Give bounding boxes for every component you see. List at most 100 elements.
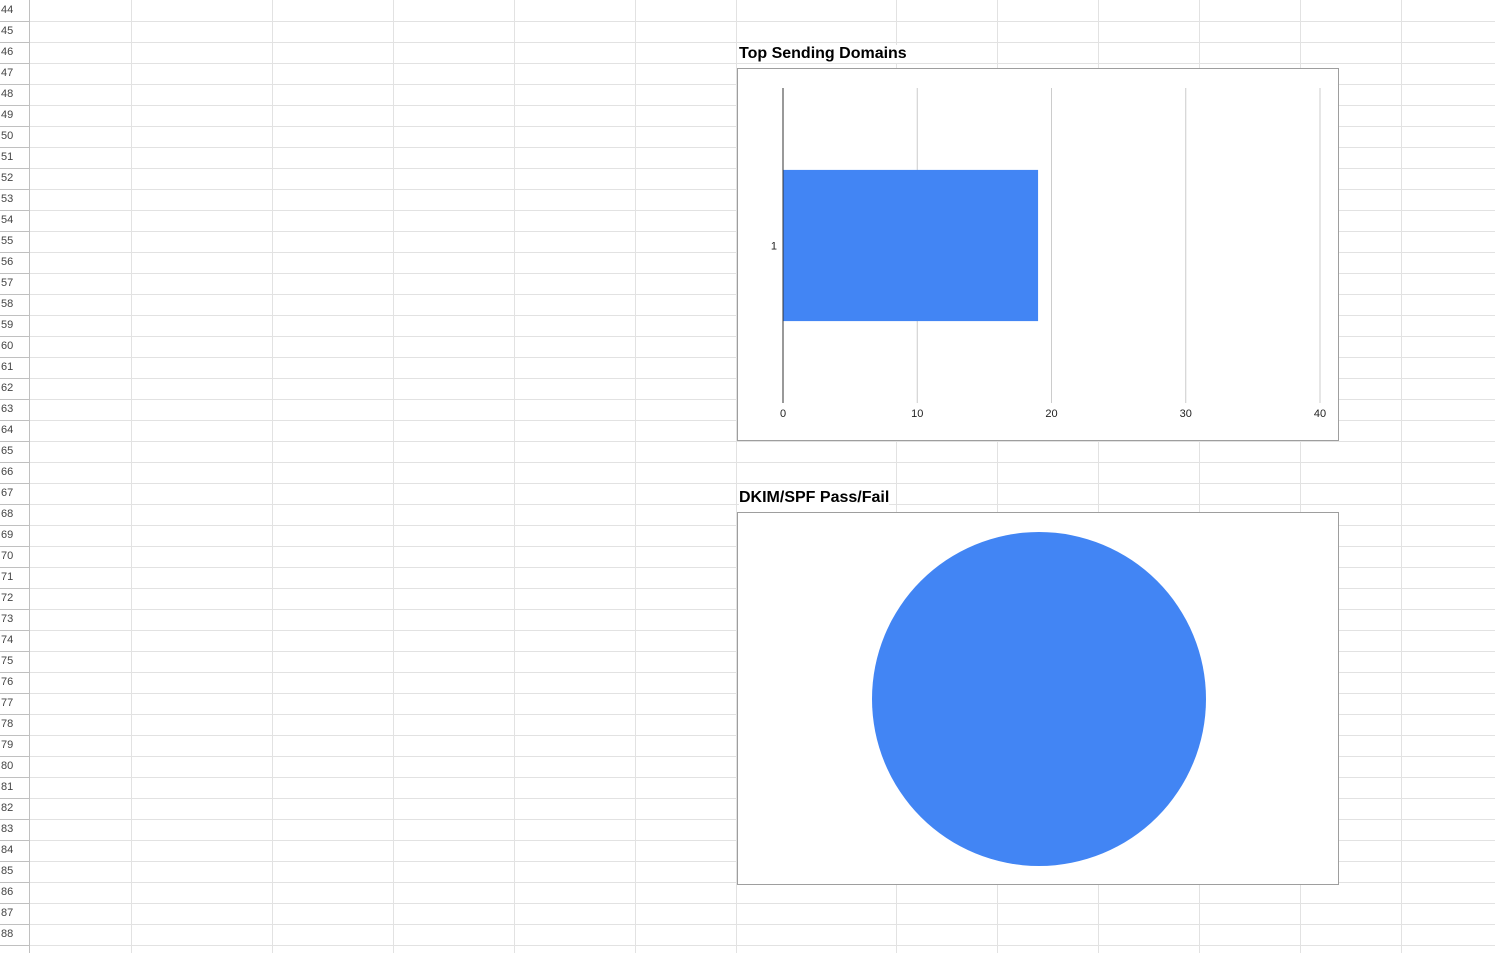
column-gridline (1300, 0, 1301, 953)
row-header-70[interactable]: 70 (1, 550, 14, 562)
row-header-divider (0, 903, 30, 904)
column-gridline (272, 0, 273, 953)
row-header-55[interactable]: 55 (1, 235, 14, 247)
column-gridline (635, 0, 636, 953)
row-header-64[interactable]: 64 (1, 424, 14, 436)
row-header-divider (0, 567, 30, 568)
row-header-divider (0, 441, 30, 442)
row-header-51[interactable]: 51 (1, 151, 14, 163)
row-header-divider (0, 483, 30, 484)
row-gridline (30, 924, 1495, 925)
row-header-84[interactable]: 84 (1, 844, 14, 856)
row-header-49[interactable]: 49 (1, 109, 14, 121)
row-header-divider (0, 357, 30, 358)
row-header-80[interactable]: 80 (1, 760, 14, 772)
row-header-58[interactable]: 58 (1, 298, 14, 310)
row-gridline (30, 21, 1495, 22)
row-header-divider (0, 21, 30, 22)
row-header-44[interactable]: 44 (1, 4, 14, 16)
row-header-67[interactable]: 67 (1, 487, 14, 499)
row-header-52[interactable]: 52 (1, 172, 14, 184)
pie-chart[interactable] (737, 512, 1339, 885)
row-header-68[interactable]: 68 (1, 508, 14, 520)
row-header-76[interactable]: 76 (1, 676, 14, 688)
row-header-divider (0, 147, 30, 148)
row-header-73[interactable]: 73 (1, 613, 14, 625)
row-header-divider (0, 315, 30, 316)
row-header-divider (0, 840, 30, 841)
row-header-71[interactable]: 71 (1, 571, 14, 583)
row-header-61[interactable]: 61 (1, 361, 14, 373)
row-header-46[interactable]: 46 (1, 46, 14, 58)
row-header-79[interactable]: 79 (1, 739, 14, 751)
x-tick-label: 0 (780, 408, 786, 420)
row-header-59[interactable]: 59 (1, 319, 14, 331)
row-gridline (30, 441, 1495, 442)
column-gridline (736, 0, 737, 953)
row-header-divider (0, 210, 30, 211)
row-header-85[interactable]: 85 (1, 865, 14, 877)
row-header-48[interactable]: 48 (1, 88, 14, 100)
row-header-78[interactable]: 78 (1, 718, 14, 730)
row-gridline (30, 42, 1495, 43)
row-header-divider (0, 714, 30, 715)
column-gridline (997, 0, 998, 953)
row-header-83[interactable]: 83 (1, 823, 14, 835)
row-header-divider (0, 252, 30, 253)
pie-chart-title[interactable]: DKIM/SPF Pass/Fail (739, 489, 890, 507)
bar-chart-title[interactable]: Top Sending Domains (739, 45, 907, 63)
row-header-divider (0, 945, 30, 946)
row-header-column[interactable]: 44 45 46 47 48 49 50 51 52 53 54 55 56 57 58 59 60 61 62 63… (0, 0, 30, 953)
x-tick-label: 40 (1314, 408, 1326, 420)
row-header-divider (0, 42, 30, 43)
row-header-divider (0, 273, 30, 274)
row-header-divider (0, 525, 30, 526)
row-header-56[interactable]: 56 (1, 256, 14, 268)
row-header-82[interactable]: 82 (1, 802, 14, 814)
row-header-74[interactable]: 74 (1, 634, 14, 646)
column-gridline (131, 0, 132, 953)
row-header-87[interactable]: 87 (1, 907, 14, 919)
row-header-divider (0, 168, 30, 169)
row-gridline (30, 462, 1495, 463)
row-header-divider (0, 756, 30, 757)
row-header-53[interactable]: 53 (1, 193, 14, 205)
row-header-60[interactable]: 60 (1, 340, 14, 352)
row-header-66[interactable]: 66 (1, 466, 14, 478)
row-header-divider (0, 231, 30, 232)
x-tick-label: 20 (1045, 408, 1057, 420)
row-header-54[interactable]: 54 (1, 214, 14, 226)
column-gridline (1401, 0, 1402, 953)
row-header-75[interactable]: 75 (1, 655, 14, 667)
column-gridline (1199, 0, 1200, 953)
row-header-divider (0, 462, 30, 463)
row-header-divider (0, 126, 30, 127)
row-header-63[interactable]: 63 (1, 403, 14, 415)
row-header-72[interactable]: 72 (1, 592, 14, 604)
row-header-47[interactable]: 47 (1, 67, 14, 79)
row-header-divider (0, 336, 30, 337)
row-header-69[interactable]: 69 (1, 529, 14, 541)
row-header-86[interactable]: 86 (1, 886, 14, 898)
row-header-divider (0, 420, 30, 421)
row-header-81[interactable]: 81 (1, 781, 14, 793)
row-header-62[interactable]: 62 (1, 382, 14, 394)
row-header-divider (0, 105, 30, 106)
row-header-50[interactable]: 50 (1, 130, 14, 142)
x-tick-label: 30 (1180, 408, 1192, 420)
row-header-divider (0, 399, 30, 400)
row-header-65[interactable]: 65 (1, 445, 14, 457)
row-header-77[interactable]: 77 (1, 697, 14, 709)
row-header-divider (0, 798, 30, 799)
pie-slice (872, 532, 1206, 866)
row-header-divider (0, 504, 30, 505)
bar (783, 169, 1039, 322)
row-header-57[interactable]: 57 (1, 277, 14, 289)
row-header-divider (0, 189, 30, 190)
bar-chart-plot: 0 10 20 30 40 1 (771, 88, 1326, 420)
row-header-divider (0, 672, 30, 673)
row-header-45[interactable]: 45 (1, 25, 14, 37)
row-header-88[interactable]: 88 (1, 928, 14, 940)
bar-chart[interactable]: 0 10 20 30 40 1 (737, 68, 1339, 441)
